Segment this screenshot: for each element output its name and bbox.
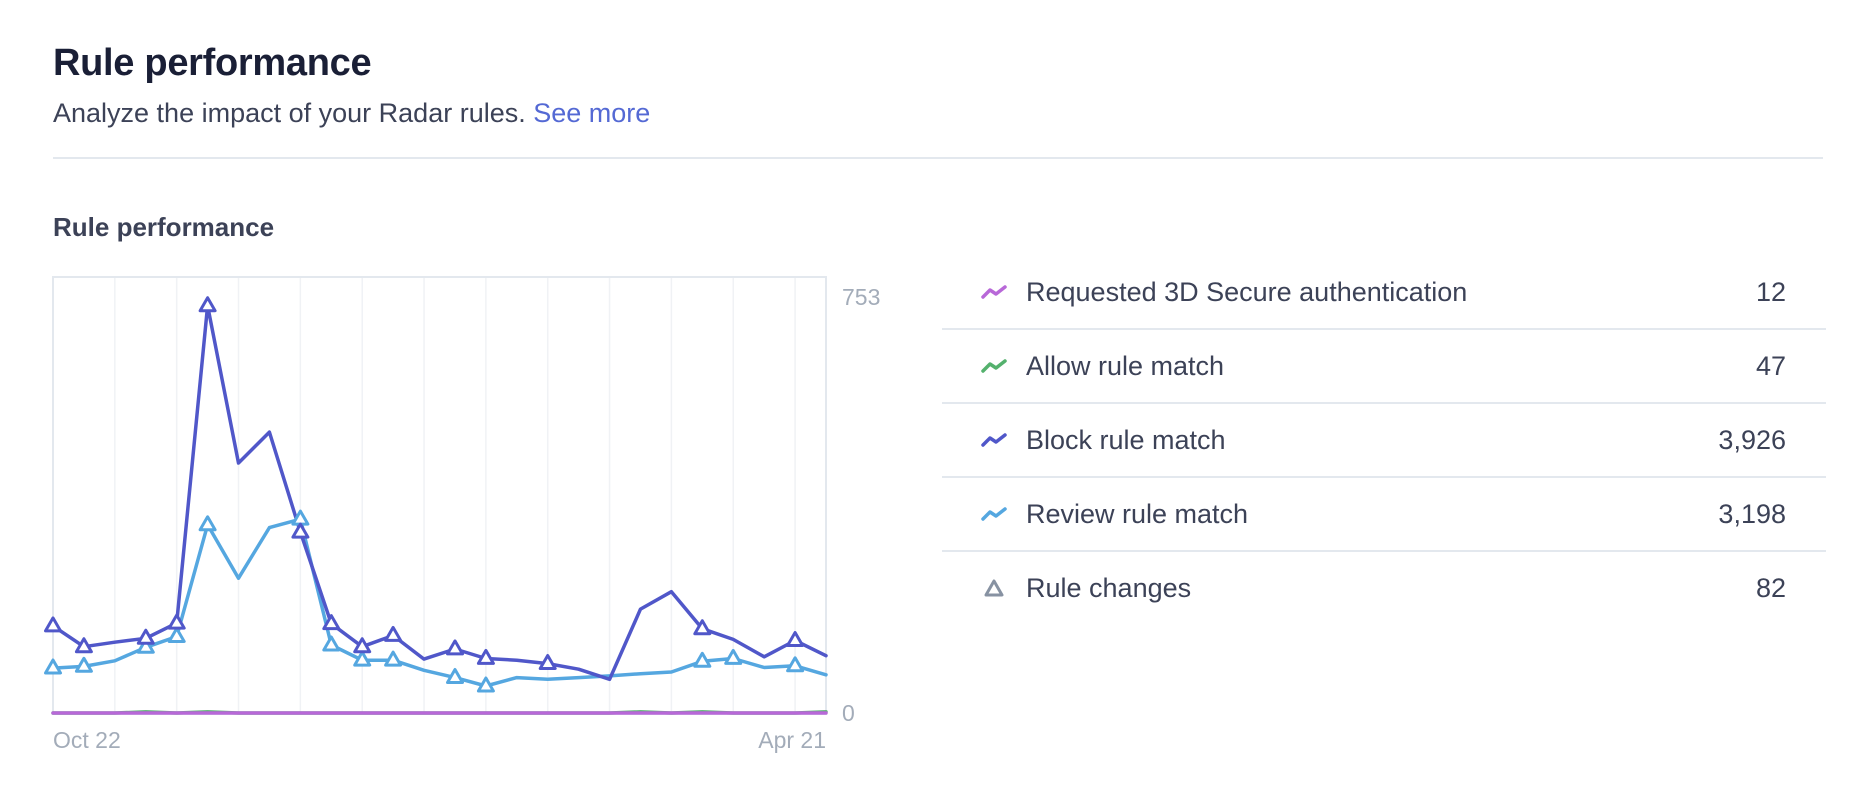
legend-item-requested-3ds[interactable]: Requested 3D Secure authentication 12 <box>942 256 1826 330</box>
rule-change-marker[interactable] <box>384 650 403 667</box>
rule-change-marker[interactable] <box>446 639 464 656</box>
legend-value: 82 <box>1755 572 1786 603</box>
rule-change-marker[interactable] <box>322 635 341 652</box>
legend-value: 3,926 <box>1718 424 1786 455</box>
series-line-review-rule-match[interactable] <box>51 517 828 688</box>
legend-label: Block rule match <box>1026 424 1226 455</box>
rule-change-marker[interactable] <box>322 614 341 631</box>
rule-change-marker[interactable] <box>786 631 805 647</box>
rule-change-marker[interactable] <box>353 650 372 667</box>
rule-change-markers <box>44 296 805 693</box>
rule-change-marker[interactable] <box>786 656 805 673</box>
rule-change-marker[interactable] <box>198 296 217 313</box>
rule-change-marker[interactable] <box>291 522 310 539</box>
chart-legend: Requested 3D Secure authentication 12 Al… <box>942 256 1826 624</box>
rule-change-marker[interactable] <box>476 676 495 693</box>
rule-change-marker[interactable] <box>198 515 217 532</box>
header-divider <box>53 157 1823 159</box>
subtitle-text: Analyze the impact of your Radar rules. <box>53 98 526 128</box>
legend-label: Rule changes <box>1026 572 1192 603</box>
x-tick-label-start: Oct 22 <box>53 727 121 753</box>
section-title: Rule performance <box>53 212 275 242</box>
triangle-icon <box>980 578 1008 598</box>
rule-change-marker[interactable] <box>693 619 712 636</box>
rule-change-marker[interactable] <box>167 613 186 630</box>
rule-change-marker[interactable] <box>384 625 403 642</box>
rule-change-marker[interactable] <box>74 656 93 673</box>
legend-value: 12 <box>1755 276 1786 307</box>
rule-change-marker[interactable] <box>44 616 62 633</box>
see-more-link[interactable]: See more <box>533 98 651 128</box>
rule-change-marker[interactable] <box>136 628 155 645</box>
rule-change-marker[interactable] <box>44 658 62 675</box>
y-tick-label-min: 0 <box>842 700 855 726</box>
legend-item-allow[interactable]: Allow rule match 47 <box>942 330 1826 404</box>
line-chart-icon <box>980 282 1008 302</box>
legend-item-review[interactable]: Review rule match 3,198 <box>942 478 1826 552</box>
x-tick-label-end: Apr 21 <box>758 727 826 753</box>
chart-grid <box>114 277 796 714</box>
rule-change-marker[interactable] <box>167 627 186 643</box>
rule-change-marker[interactable] <box>476 648 495 665</box>
legend-label: Requested 3D Secure authentication <box>1026 276 1468 307</box>
page-title: Rule performance <box>53 42 372 84</box>
rule-change-marker[interactable] <box>724 648 743 665</box>
legend-item-rule-changes[interactable]: Rule changes 82 <box>942 552 1826 624</box>
chart-series <box>51 303 828 715</box>
series-line-block-rule-match[interactable] <box>51 303 828 682</box>
rule-change-marker[interactable] <box>74 637 93 654</box>
legend-label: Review rule match <box>1026 498 1249 529</box>
line-chart-icon <box>980 504 1008 524</box>
legend-label: Allow rule match <box>1026 350 1225 381</box>
rule-performance-chart[interactable]: 753 0 Oct 22 Apr 21 <box>0 0 900 790</box>
line-chart-icon <box>980 356 1008 376</box>
legend-item-block[interactable]: Block rule match 3,926 <box>942 404 1826 478</box>
rule-change-marker[interactable] <box>136 637 155 654</box>
chart-frame <box>52 276 827 715</box>
page-subtitle: Analyze the impact of your Radar rules. … <box>53 98 650 129</box>
legend-value: 47 <box>1755 350 1786 381</box>
legend-value: 3,198 <box>1718 498 1786 529</box>
y-tick-label-max: 753 <box>842 284 880 310</box>
rule-change-marker[interactable] <box>538 654 557 670</box>
rule-change-marker[interactable] <box>353 637 372 654</box>
rule-change-marker[interactable] <box>693 651 712 668</box>
line-chart-icon <box>980 430 1008 450</box>
rule-change-marker[interactable] <box>446 668 464 684</box>
